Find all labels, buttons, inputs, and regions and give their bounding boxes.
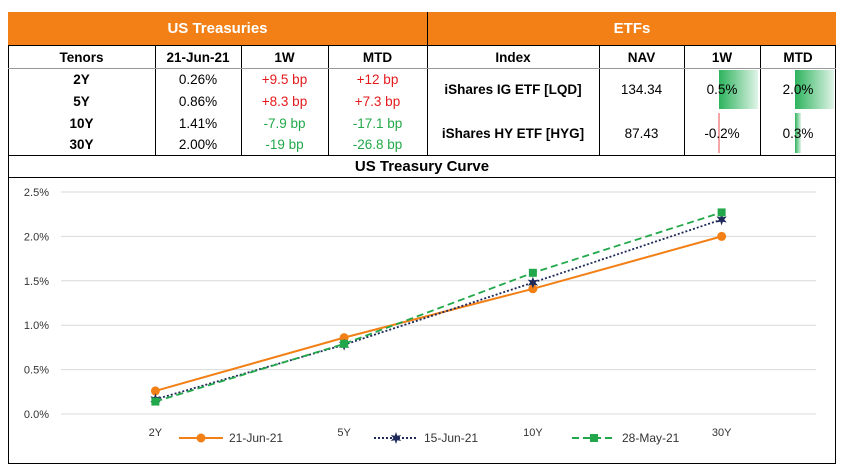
y-tick-label: 1.0%	[24, 320, 49, 332]
grid-line	[427, 12, 428, 155]
x-tick-label: 2Y	[149, 427, 163, 439]
col-header-mtd: MTD	[783, 49, 813, 65]
data-point	[528, 284, 538, 294]
col-header-1w: 1W	[274, 49, 295, 65]
databar-lqd-mtd	[795, 70, 834, 109]
y-tick-label: 1.5%	[24, 276, 49, 288]
chart-title: US Treasury Curve	[354, 157, 490, 175]
tenor-cell: 30Y	[69, 137, 94, 152]
databar-hyg-1w	[718, 113, 720, 153]
legend-marker	[196, 433, 206, 443]
x-tick-label: 30Y	[712, 427, 732, 439]
grid-line	[760, 46, 761, 155]
us-treasuries-header: US Treasuries	[8, 12, 427, 45]
col-header-tenors: Tenors	[59, 49, 104, 65]
tenor-cell: 2Y	[73, 71, 90, 87]
data-point	[717, 231, 727, 241]
legend-label: 21-Jun-21	[229, 431, 283, 445]
y-tick-label: 2.0%	[24, 231, 49, 243]
yield-cell: 0.86%	[178, 93, 218, 109]
series-line	[155, 235, 722, 392]
data-point	[528, 268, 537, 277]
change-1w-cell: +8.3 bp	[261, 93, 308, 109]
series-line	[155, 211, 722, 403]
chart-title-divider	[8, 177, 836, 178]
col-header-1w: 1W	[711, 49, 733, 65]
grid-line	[684, 46, 685, 155]
us-treasuries-title: US Treasuries	[167, 20, 268, 37]
yield-cell: 0.26%	[178, 71, 218, 87]
x-tick-label: 10Y	[523, 427, 543, 439]
change-1w-cell: -19 bp	[265, 137, 304, 152]
etf-mtd-cell: 0.3%	[782, 125, 814, 141]
etf-mtd-cell: 2.0%	[782, 82, 814, 97]
yield-cell: 2.00%	[178, 137, 218, 152]
col-header-date: 21-Jun-21	[166, 49, 230, 65]
data-point	[716, 213, 727, 226]
tenor-cell: 10Y	[69, 115, 94, 131]
data-point	[717, 208, 726, 217]
etf-1w-cell: 0.5%	[706, 82, 738, 97]
change-mtd-cell: +12 bp	[356, 71, 399, 87]
grid-line	[599, 46, 600, 155]
data-point	[150, 386, 160, 396]
change-1w-cell: +9.5 bp	[261, 71, 308, 87]
change-mtd-cell: -17.1 bp	[352, 115, 403, 131]
tenor-cell: 5Y	[73, 93, 90, 109]
yield-cell: 1.41%	[178, 115, 218, 131]
data-point	[151, 397, 160, 406]
etf-1w-cell: -0.2%	[704, 125, 740, 141]
col-header-mtd: MTD	[362, 49, 393, 65]
legend-marker	[590, 434, 598, 442]
y-tick-label: 0.0%	[24, 409, 49, 421]
grid-line	[328, 46, 329, 155]
grid-line	[155, 46, 156, 155]
series-line	[155, 218, 722, 401]
grid-line	[8, 68, 836, 69]
data-point	[527, 276, 539, 289]
databar-lqd-1w	[719, 70, 758, 109]
legend-label: 28-May-21	[622, 431, 680, 445]
legend-label: 15-Jun-21	[424, 431, 478, 445]
col-header-index: Index	[495, 49, 531, 65]
databar-hyg-mtd	[795, 113, 801, 153]
grid-line	[241, 46, 242, 155]
legend-marker	[390, 432, 402, 444]
etfs-title: ETFs	[613, 20, 651, 37]
data-point	[340, 339, 349, 348]
etf-nav-cell: 87.43	[624, 125, 659, 141]
etf-nav-cell: 134.34	[620, 82, 663, 97]
treasury-curve-chart: 0.0% 0.5% 1.0% 1.5% 2.0% 2.5% 2Y 5Y 10Y 30Y 21-Jun…	[24, 187, 816, 445]
change-1w-cell: -7.9 bp	[263, 115, 306, 131]
y-tick-label: 2.5%	[24, 187, 49, 199]
grid-line	[8, 155, 836, 156]
etf-index-cell: iShares HY ETF [HYG]	[441, 125, 585, 141]
etfs-header: ETFs	[427, 12, 836, 45]
change-mtd-cell: -26.8 bp	[352, 137, 403, 152]
x-tick-label: 5Y	[337, 427, 351, 439]
change-mtd-cell: +7.3 bp	[354, 93, 401, 109]
col-header-nav: NAV	[627, 49, 656, 65]
header-divider	[8, 45, 836, 46]
etf-index-cell: iShares IG ETF [LQD]	[444, 82, 582, 97]
y-tick-label: 0.5%	[24, 365, 49, 377]
